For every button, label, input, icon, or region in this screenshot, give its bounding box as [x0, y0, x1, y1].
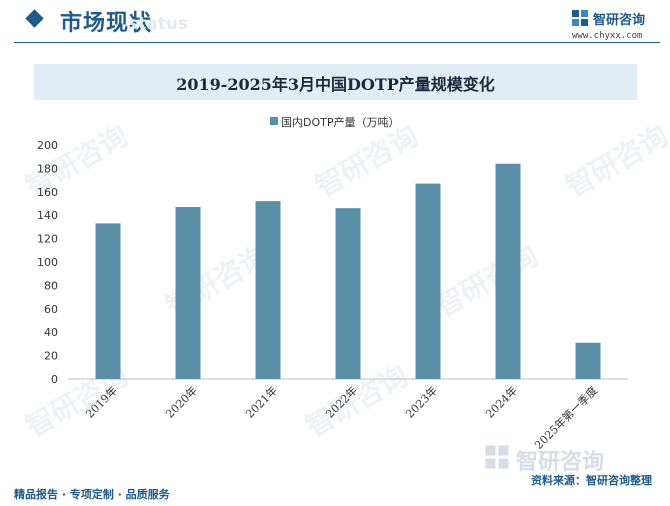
chart-title: 2019-2025年3月中国DOTP产量规模变化: [176, 75, 495, 94]
bar: [175, 207, 201, 379]
legend-label: 国内DOTP产量（万吨）: [281, 116, 400, 129]
y-tick-label: 40: [44, 326, 58, 339]
bar: [255, 201, 281, 379]
section-subtitle: status: [128, 14, 189, 34]
brand-url: www.chyxx.com: [572, 31, 643, 41]
watermark-logo-icon: [485, 445, 509, 469]
y-tick-label: 80: [44, 279, 58, 292]
chart-title-band: 2019-2025年3月中国DOTP产量规模变化: [34, 64, 637, 100]
x-tick-label: 2024年: [483, 383, 520, 420]
y-tick-label: 100: [37, 256, 58, 269]
section-title: 市场现状: [60, 10, 153, 36]
y-tick-label: 180: [37, 162, 58, 175]
x-tick-label: 2025年第一季度: [532, 383, 601, 452]
legend-swatch: [270, 117, 278, 125]
footer-tagline: 精品报告 · 专项定制 · 品质服务: [14, 488, 170, 501]
page-header: 市场现状 status 智研咨询 www.chyxx.com: [0, 0, 670, 48]
brand-logo-icon: [572, 10, 588, 26]
header-divider: [14, 42, 660, 43]
brand-name: 智研咨询: [593, 13, 646, 28]
source-note: 资料来源：智研咨询整理: [531, 474, 652, 487]
x-tick-label: 2023年: [403, 383, 440, 420]
x-tick-label: 2022年: [323, 383, 360, 420]
y-tick-label: 200: [37, 139, 58, 152]
y-tick-label: 160: [37, 186, 58, 199]
bar: [575, 342, 601, 379]
x-tick-label: 2019年: [83, 383, 120, 420]
watermark-brand-name: 智研咨询: [516, 450, 605, 475]
bar: [95, 223, 121, 379]
bar: [415, 183, 441, 379]
y-tick-label: 140: [37, 209, 58, 222]
x-tick-label: 2021年: [243, 383, 280, 420]
y-tick-label: 0: [51, 373, 58, 386]
x-tick-label: 2020年: [163, 383, 200, 420]
bar: [335, 208, 361, 379]
y-tick-label: 60: [44, 303, 58, 316]
y-tick-label: 20: [44, 350, 58, 363]
bar: [495, 163, 521, 379]
y-tick-label: 120: [37, 233, 58, 246]
